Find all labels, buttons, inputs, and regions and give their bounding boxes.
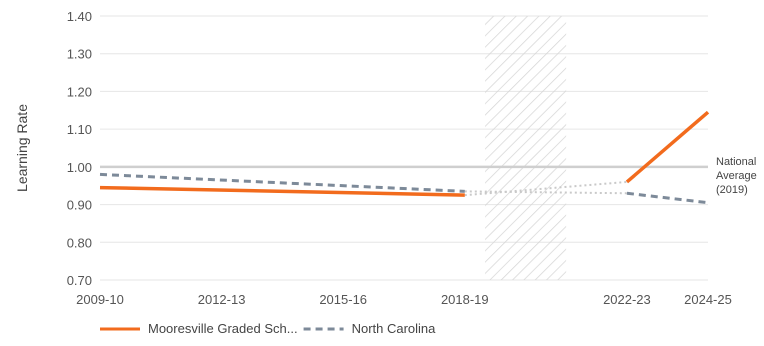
y-tick-label: 0.80	[67, 235, 92, 250]
legend-label: North Carolina	[352, 321, 437, 336]
y-axis-ticks: 0.70 0.80 0.90 1.00 1.10 1.20 1.30 1.40	[67, 9, 92, 288]
y-tick-label: 1.00	[67, 160, 92, 175]
x-tick-label: 2009-10	[76, 292, 124, 307]
y-tick-label: 1.20	[67, 84, 92, 99]
x-tick-label: 2018-19	[441, 292, 489, 307]
y-axis-label: Learning Rate	[14, 104, 30, 192]
x-tick-label: 2015-16	[319, 292, 367, 307]
series-group	[99, 110, 710, 205]
x-tick-label: 2022-23	[603, 292, 651, 307]
series-gap-connector	[464, 190, 627, 195]
annotation-line: Average	[716, 170, 757, 182]
series-line-mooresville	[625, 110, 710, 184]
series-line-mooresville	[99, 185, 465, 197]
series-line-north-carolina	[99, 172, 465, 193]
national-average-annotation: National Average (2019)	[716, 156, 757, 196]
grid-lines	[100, 15, 708, 281]
y-tick-label: 1.30	[67, 47, 92, 62]
annotation-line: National	[716, 156, 756, 168]
y-tick-label: 1.40	[67, 9, 92, 24]
y-tick-label: 0.70	[67, 273, 92, 288]
x-axis-ticks: 2009-10 2012-13 2015-16 2018-19 2022-23 2024-…	[76, 292, 732, 307]
annotation-line: (2019)	[716, 184, 748, 196]
series-line-north-carolina	[626, 191, 709, 205]
x-tick-label: 2024-25	[684, 292, 732, 307]
data-gap-band	[485, 16, 567, 280]
legend-label: Mooresville Graded Sch...	[148, 321, 298, 336]
series-gap-connector	[464, 180, 628, 197]
y-tick-label: 1.10	[67, 122, 92, 137]
legend: Mooresville Graded Sch... North Carolina	[100, 321, 436, 336]
x-tick-label: 2012-13	[198, 292, 246, 307]
y-tick-label: 0.90	[67, 198, 92, 213]
